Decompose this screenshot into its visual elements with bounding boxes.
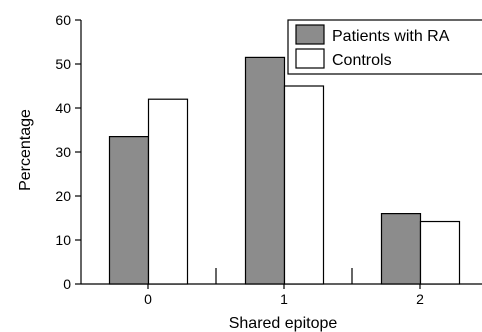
y-tick-label: 50	[55, 56, 71, 72]
x-axis-label: Shared epitope	[229, 315, 338, 332]
bar-controls-1	[283, 85, 325, 285]
y-tick-label: 60	[55, 12, 71, 28]
y-tick-label: 20	[55, 188, 71, 204]
y-tick-label: 0	[63, 276, 71, 292]
legend-label-patients-with-ra: Patients with RA	[332, 28, 450, 45]
x-tick-label: 0	[144, 291, 152, 307]
legend-swatch-patients-with-ra	[295, 24, 325, 45]
x-tick-label: 2	[416, 291, 424, 307]
bar-patients-with-ra-2	[380, 213, 422, 285]
bar-patients-with-ra-0	[108, 136, 150, 285]
bar-controls-2	[419, 220, 461, 285]
legend: Patients with RA Controls	[287, 19, 482, 75]
y-tick-label: 10	[55, 232, 71, 248]
y-axis-label: Percentage	[17, 109, 34, 191]
y-tick-label: 40	[55, 100, 71, 116]
legend-swatch-controls	[295, 48, 325, 69]
bars	[108, 56, 461, 285]
x-tick-label: 1	[280, 291, 288, 307]
legend-label-controls: Controls	[332, 52, 392, 69]
bar-controls-0	[147, 98, 189, 285]
y-tick-label: 30	[55, 144, 71, 160]
bar-patients-with-ra-1	[244, 56, 286, 285]
